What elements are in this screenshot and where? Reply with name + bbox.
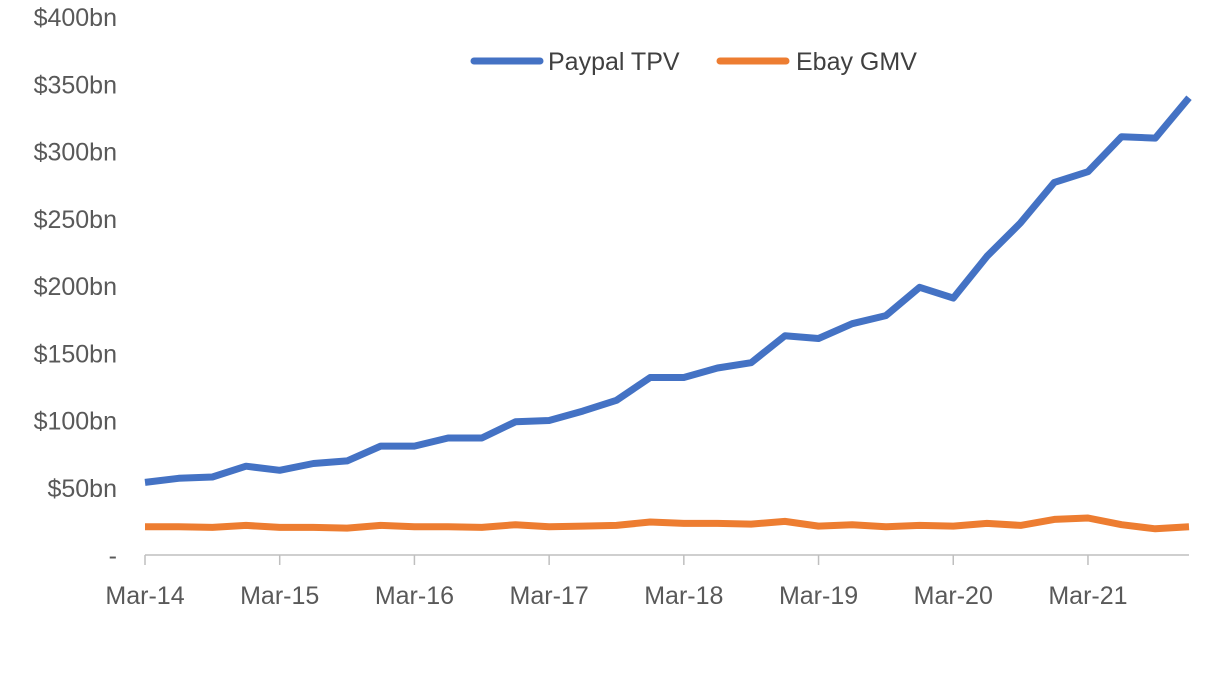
x-tick-label: Mar-20 [914, 582, 993, 610]
y-tick-label: $350bn [34, 71, 117, 99]
y-tick-label: - [109, 542, 117, 570]
series-line-ebay-gmv [145, 514, 1190, 533]
x-tick-label: Mar-21 [1048, 582, 1127, 610]
y-tick-label: $100bn [34, 408, 117, 436]
y-tick-label: $150bn [34, 340, 117, 368]
y-tick-label: $400bn [34, 4, 117, 32]
x-tick-label: Mar-18 [644, 582, 723, 610]
x-tick-label: Mar-19 [779, 582, 858, 610]
x-tick-label: Mar-15 [240, 582, 319, 610]
y-tick-label: $200bn [34, 273, 117, 301]
x-tick-label: Mar-14 [105, 582, 184, 610]
y-tick-label: $300bn [34, 139, 117, 167]
series-layer [144, 95, 1192, 533]
legend-label: Ebay GMV [796, 48, 917, 76]
y-tick-label: $250bn [34, 206, 117, 234]
x-tick-label: Mar-17 [510, 582, 589, 610]
x-axis: Mar-14 Mar-15 Mar-16 Mar-17 Mar-18 Mar-19 Mar-… [105, 554, 1189, 610]
legend: Paypal TPV Ebay GMV [470, 48, 917, 76]
x-tick-label: Mar-16 [375, 582, 454, 610]
y-axis: - $50bn $100bn $150bn $200bn $250bn $300bn $350… [34, 4, 117, 570]
legend-label: Paypal TPV [548, 48, 680, 76]
series-line-paypal-tpv [144, 95, 1192, 486]
y-tick-label: $50bn [47, 475, 117, 503]
